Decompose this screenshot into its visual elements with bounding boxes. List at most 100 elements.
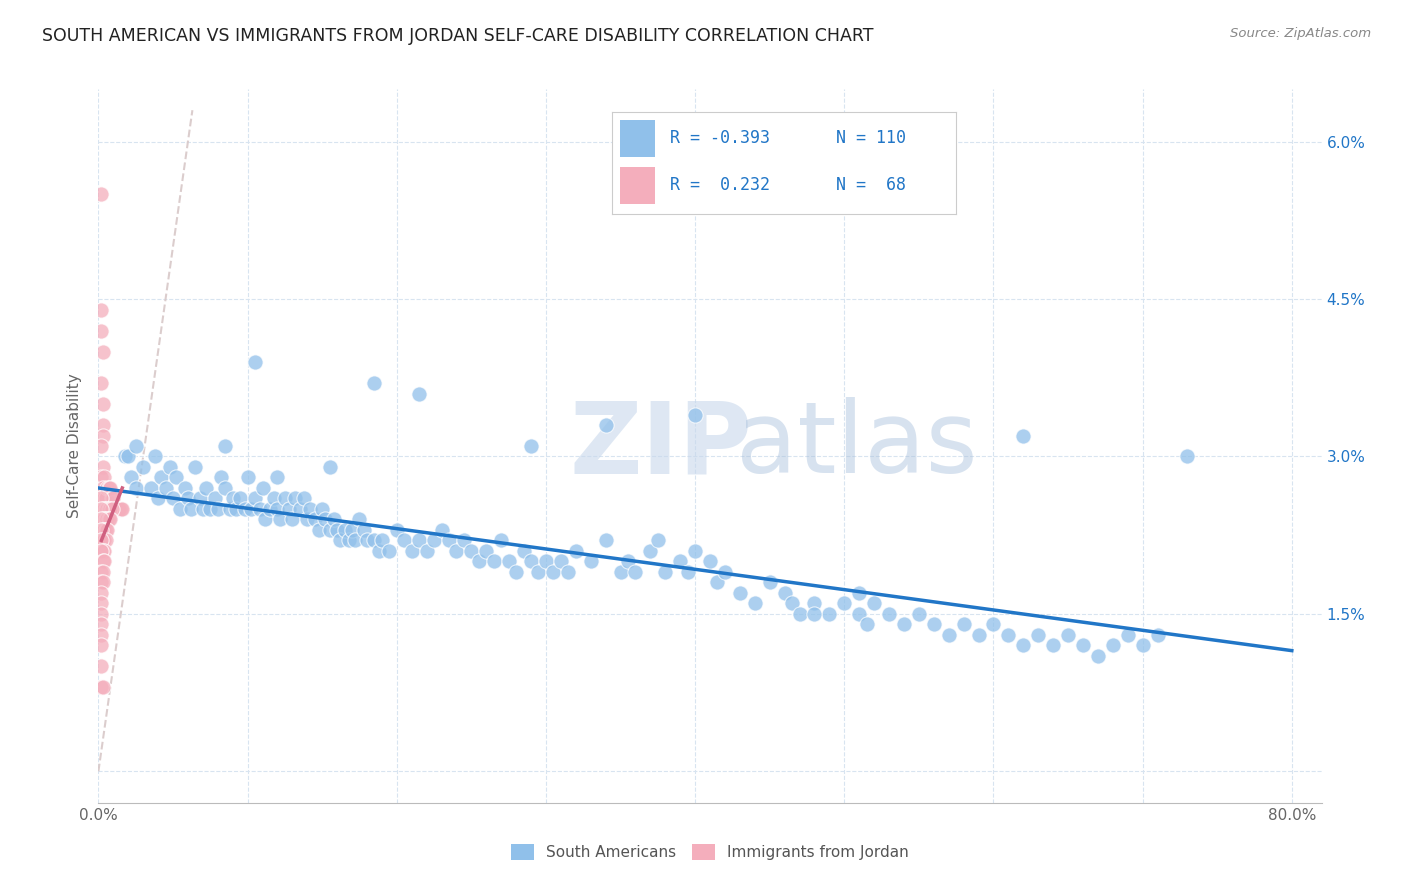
Point <box>363 533 385 548</box>
Point <box>877 607 900 621</box>
Point <box>408 533 430 548</box>
Point <box>90 659 112 673</box>
Text: N =  68: N = 68 <box>835 177 905 194</box>
Point <box>468 554 491 568</box>
Point <box>243 491 266 506</box>
Point <box>97 502 120 516</box>
Point <box>997 628 1019 642</box>
Point <box>297 512 319 526</box>
Point <box>498 554 520 568</box>
Point <box>249 502 271 516</box>
Point <box>938 628 960 642</box>
Point <box>117 450 139 464</box>
Point <box>90 324 112 338</box>
Point <box>111 502 134 516</box>
Point <box>93 512 115 526</box>
Point <box>214 481 236 495</box>
Point <box>281 512 304 526</box>
Point <box>1087 648 1109 663</box>
Point <box>855 617 877 632</box>
Point <box>90 512 112 526</box>
Point <box>98 502 121 516</box>
Point <box>204 491 226 506</box>
Bar <box>620 120 655 157</box>
Point <box>266 502 288 516</box>
Point <box>789 607 811 621</box>
Point <box>90 302 112 317</box>
Point <box>714 565 737 579</box>
Point <box>139 481 162 495</box>
Point <box>266 470 288 484</box>
Text: SOUTH AMERICAN VS IMMIGRANTS FROM JORDAN SELF-CARE DISABILITY CORRELATION CHART: SOUTH AMERICAN VS IMMIGRANTS FROM JORDAN… <box>42 27 873 45</box>
Point <box>430 523 453 537</box>
Point <box>758 575 780 590</box>
Point <box>818 607 841 621</box>
Point <box>520 439 543 453</box>
Point <box>207 502 229 516</box>
Point <box>318 523 340 537</box>
Point <box>1012 639 1035 653</box>
Point <box>96 502 118 516</box>
Point <box>288 502 311 516</box>
Point <box>90 187 112 202</box>
Point <box>259 502 281 516</box>
Point <box>90 607 112 621</box>
Text: ZIP: ZIP <box>569 398 752 494</box>
Point <box>505 565 527 579</box>
Point <box>1012 428 1035 442</box>
Point <box>93 544 115 558</box>
Point <box>446 544 468 558</box>
Point <box>780 596 803 610</box>
Point <box>155 481 177 495</box>
Text: atlas: atlas <box>735 398 977 494</box>
Point <box>579 554 602 568</box>
Point <box>90 439 112 453</box>
Text: R =  0.232: R = 0.232 <box>671 177 770 194</box>
Point <box>699 554 721 568</box>
Point <box>94 491 117 506</box>
Point <box>94 502 117 516</box>
Point <box>91 417 114 432</box>
Point <box>90 565 112 579</box>
Point <box>91 533 114 548</box>
Point <box>169 502 191 516</box>
Point <box>1057 628 1080 642</box>
Point <box>150 470 173 484</box>
Point <box>243 355 266 369</box>
Point <box>214 439 236 453</box>
Point <box>1146 628 1168 642</box>
Point <box>252 481 274 495</box>
Text: Source: ZipAtlas.com: Source: ZipAtlas.com <box>1230 27 1371 40</box>
Point <box>209 470 232 484</box>
Point <box>333 523 356 537</box>
Point <box>1042 639 1064 653</box>
Point <box>340 523 363 537</box>
Point <box>706 575 728 590</box>
Point <box>90 639 112 653</box>
Point <box>329 533 352 548</box>
Point <box>90 575 112 590</box>
Point <box>90 502 112 516</box>
Point <box>274 491 297 506</box>
Point <box>184 460 207 475</box>
Point <box>194 481 217 495</box>
Point <box>489 533 512 548</box>
Point <box>191 502 214 516</box>
Point <box>292 491 315 506</box>
Point <box>108 502 131 516</box>
Point <box>565 544 588 558</box>
Legend: South Americans, Immigrants from Jordan: South Americans, Immigrants from Jordan <box>505 838 915 866</box>
Point <box>1132 639 1154 653</box>
Point <box>91 544 114 558</box>
Point <box>105 502 128 516</box>
Point <box>101 491 124 506</box>
Point <box>200 502 222 516</box>
Point <box>308 523 330 537</box>
Point <box>284 491 307 506</box>
Point <box>263 491 285 506</box>
Point <box>90 681 112 695</box>
Point <box>269 512 291 526</box>
Point <box>323 512 346 526</box>
Point <box>96 481 118 495</box>
Point <box>728 586 751 600</box>
